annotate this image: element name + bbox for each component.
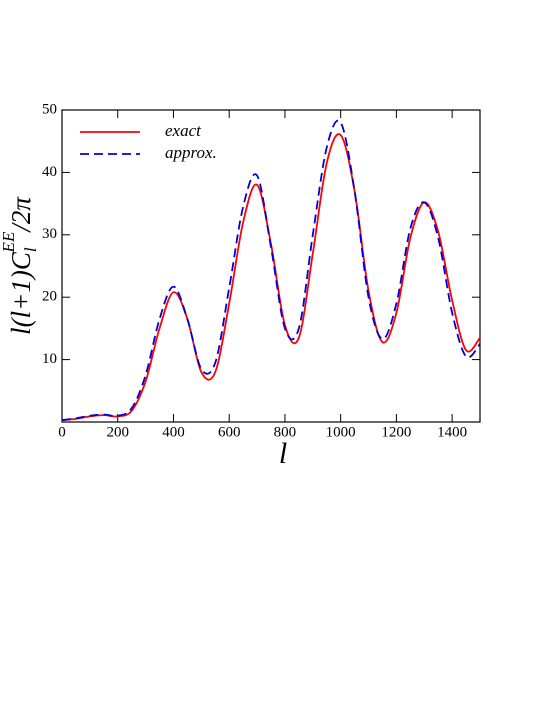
- y-tick-label: 10: [42, 351, 57, 367]
- y-label-base: l(l+1)C: [6, 251, 36, 335]
- y-tick-label: 20: [42, 289, 57, 305]
- y-label-sup: EE: [0, 231, 18, 253]
- x-tick-label: 0: [58, 424, 66, 440]
- x-axis-label: l: [279, 437, 287, 470]
- x-tick-label: 1000: [326, 424, 356, 440]
- y-tick-label: 40: [42, 164, 57, 180]
- x-tick-label: 1200: [381, 424, 411, 440]
- y-label-tail: /2π: [6, 196, 36, 234]
- y-axis-label: l(l+1)ClEE/2π: [0, 196, 40, 335]
- y-tick-label: 30: [42, 226, 57, 242]
- line-series: [61, 133, 481, 422]
- legend-label: exact: [165, 121, 202, 140]
- x-tick-label: 200: [106, 424, 129, 440]
- line-series: [61, 119, 481, 422]
- x-tick-label: 1400: [437, 424, 467, 440]
- x-tick-label: 600: [218, 424, 241, 440]
- plot-frame: [61, 109, 481, 423]
- y-label-sub: l: [21, 247, 40, 252]
- x-tick-label: 800: [274, 424, 297, 440]
- x-tick-label: 400: [162, 424, 185, 440]
- legend-label: approx.: [165, 143, 217, 162]
- y-tick-label: 50: [42, 101, 57, 117]
